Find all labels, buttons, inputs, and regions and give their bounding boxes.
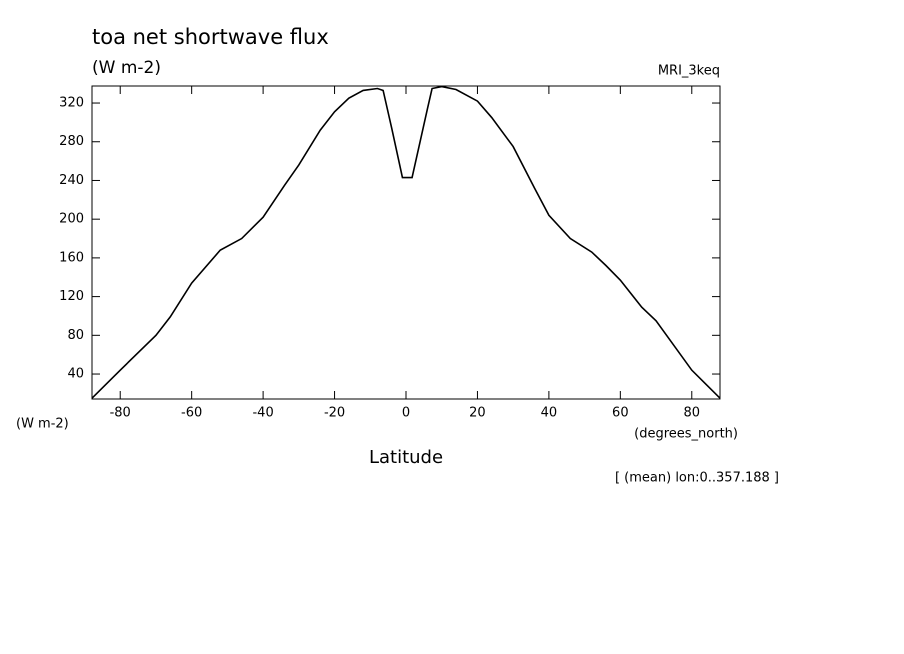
chart-title: toa net shortwave flux [92, 25, 329, 49]
data-line [91, 85, 721, 399]
x-tick-label: -80 [110, 406, 131, 421]
chart-subtitle: (W m-2) [92, 58, 161, 78]
x-units-label: (degrees_north) [634, 427, 738, 442]
x-tick-label: 20 [469, 406, 486, 421]
y-tick-label: 240 [59, 173, 84, 188]
x-tick-label: 80 [684, 406, 701, 421]
x-tick-label: 0 [402, 406, 410, 421]
y-axis-label: (W m-2) [16, 417, 69, 432]
x-tick-label: 40 [541, 406, 558, 421]
x-axis-label: Latitude [369, 447, 443, 468]
y-tick-label: 200 [59, 212, 84, 227]
y-tick-label: 120 [59, 289, 84, 304]
dataset-label: MRI_3keq [658, 64, 720, 79]
x-tick-label: 60 [612, 406, 629, 421]
annotation: [ (mean) lon:0..357.188 ] [615, 471, 779, 486]
y-tick-label: 40 [67, 367, 84, 382]
x-tick-label: -20 [324, 406, 345, 421]
y-tick-label: 280 [59, 134, 84, 149]
x-tick-label: -40 [252, 406, 273, 421]
y-tick-label: 80 [67, 328, 84, 343]
y-tick-label: 160 [59, 250, 84, 265]
y-tick-label: 320 [59, 96, 84, 111]
plot-frame [91, 85, 721, 400]
x-tick-label: -60 [181, 406, 202, 421]
